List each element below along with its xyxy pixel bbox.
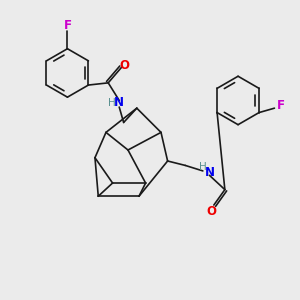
Text: N: N <box>204 166 214 178</box>
Text: N: N <box>114 96 124 109</box>
Text: F: F <box>63 19 71 32</box>
Text: H: H <box>108 98 116 108</box>
Text: O: O <box>120 59 130 72</box>
Text: F: F <box>277 100 285 112</box>
Text: H: H <box>199 161 207 172</box>
Text: O: O <box>207 205 217 218</box>
